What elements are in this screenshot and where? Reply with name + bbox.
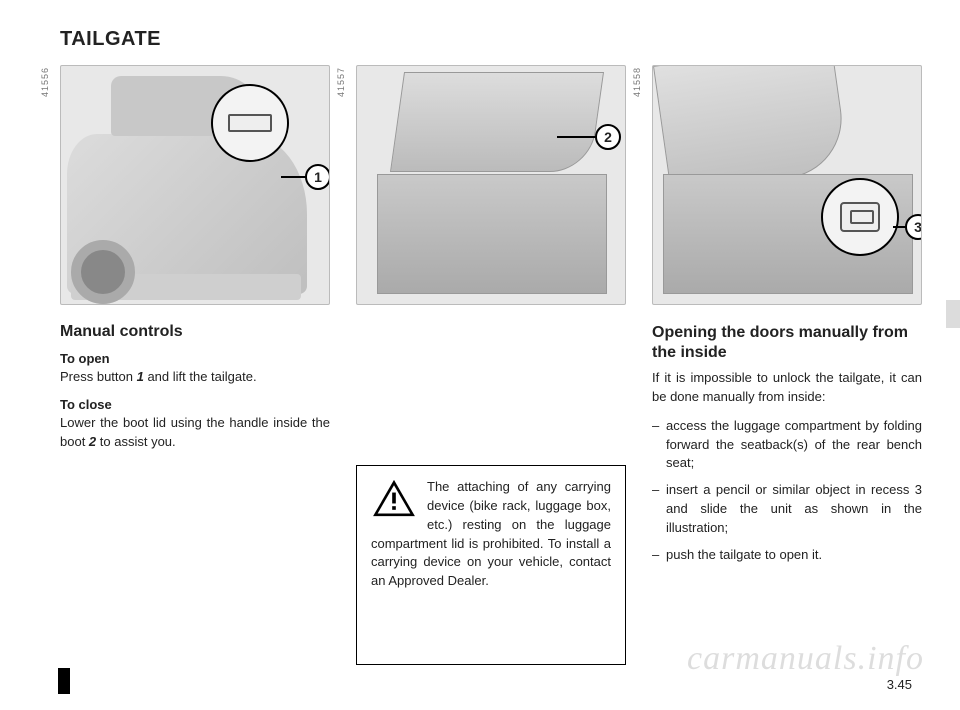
bullet-1: – access the luggage compartment by fold… xyxy=(652,417,922,474)
page-number: 3.45 xyxy=(887,677,912,692)
open-num: 1 xyxy=(137,369,144,384)
tailgate-button-detail xyxy=(211,84,289,162)
bullet-2: – insert a pencil or similar object in r… xyxy=(652,481,922,538)
bullet-1-text: access the luggage compartment by foldin… xyxy=(666,417,922,474)
manual-controls-heading: Manual controls xyxy=(60,323,330,341)
figure-left: 1 xyxy=(60,65,330,305)
close-text-b: to assist you. xyxy=(96,434,175,449)
car-illustration xyxy=(61,66,329,304)
column-middle: 41557 2 The attaching of any xyxy=(356,65,626,665)
open-inside-intro: If it is impossible to unlock the tailga… xyxy=(652,369,922,407)
manual-page: TAILGATE 41556 1 xyxy=(0,0,960,710)
page-title: TAILGATE xyxy=(60,28,912,51)
figure-ref-mid: 41557 xyxy=(336,67,346,97)
open-text-a: Press button xyxy=(60,369,137,384)
warning-triangle-icon xyxy=(371,478,417,518)
column-left: 41556 1 Manual controls To open xyxy=(60,65,330,665)
figure-ref-right: 41558 xyxy=(632,67,642,97)
figure-right: 3 xyxy=(652,65,922,305)
footer-mark xyxy=(58,668,70,694)
to-close-text: Lower the boot lid using the handle insi… xyxy=(60,414,330,452)
callout-1: 1 xyxy=(305,164,330,190)
figure-middle: 2 xyxy=(356,65,626,305)
column-right: 41558 3 Opening the doors manually from … xyxy=(652,65,922,665)
warning-box: The attaching of any carrying device (bi… xyxy=(356,465,626,665)
to-open-text: Press button 1 and lift the tailgate. xyxy=(60,368,330,387)
open-text-b: and lift the tailgate. xyxy=(144,369,257,384)
callout-2: 2 xyxy=(595,124,621,150)
to-close-label: To close xyxy=(60,397,330,412)
open-boot-illustration xyxy=(357,66,625,304)
to-open-label: To open xyxy=(60,351,330,366)
bullet-2-text: insert a pencil or similar object in rec… xyxy=(666,481,922,538)
bullet-3-text: push the tailgate to open it. xyxy=(666,546,922,565)
open-inside-steps: – access the luggage compartment by fold… xyxy=(652,417,922,565)
recess-detail xyxy=(821,178,899,256)
open-inside-heading: Opening the doors manually from the insi… xyxy=(652,323,922,363)
page-thumb-tab xyxy=(946,300,960,328)
content-columns: 41556 1 Manual controls To open xyxy=(60,65,912,665)
figure-ref-left: 41556 xyxy=(40,67,50,97)
bullet-3: – push the tailgate to open it. xyxy=(652,546,922,565)
